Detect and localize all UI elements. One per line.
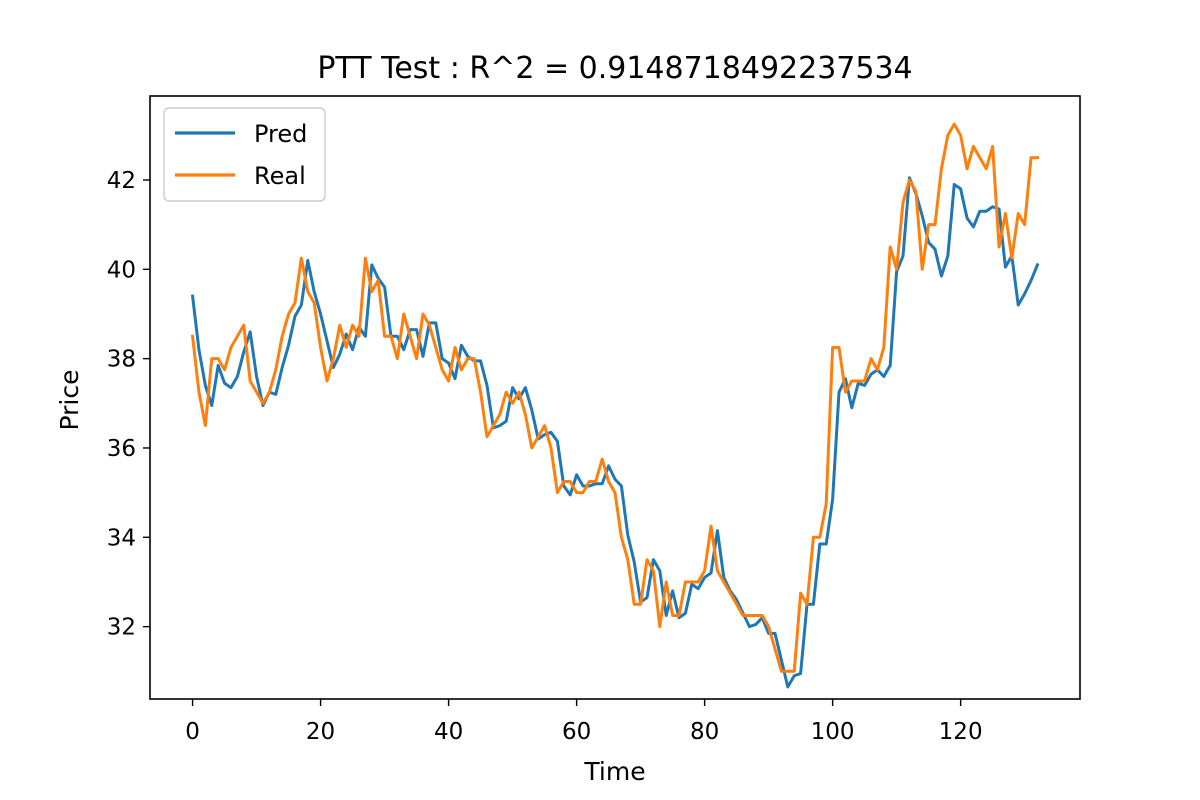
y-tick-label: 40 — [107, 257, 136, 283]
legend-label-real: Real — [254, 162, 306, 190]
y-axis-label: Price — [55, 370, 84, 431]
x-axis-label: Time — [583, 757, 645, 786]
x-tick-label: 60 — [562, 719, 591, 745]
legend-label-pred: Pred — [254, 120, 307, 148]
y-axis: 32 34 36 38 40 42 — [107, 168, 150, 641]
series-line-real — [190, 122, 1039, 673]
axes-frame — [149, 95, 1081, 700]
series-layer — [190, 122, 1040, 689]
y-tick-label: 32 — [107, 615, 136, 641]
y-tick-label: 38 — [107, 347, 136, 373]
x-tick-label: 80 — [690, 719, 719, 745]
legend: Pred Real — [163, 107, 326, 202]
chart-title: PTT Test : R^2 = 0.9148718492237534 — [317, 51, 912, 86]
x-axis: 0 20 40 60 80 100 120 — [185, 699, 983, 745]
x-tick-label: 40 — [434, 719, 463, 745]
y-tick-label: 34 — [107, 525, 136, 551]
x-tick-label: 0 — [185, 719, 200, 745]
legend-box — [163, 107, 326, 202]
x-tick-label: 20 — [306, 719, 335, 745]
x-tick-label: 100 — [811, 719, 855, 745]
series-line-pred — [190, 176, 1040, 689]
y-tick-label: 42 — [107, 168, 136, 194]
y-tick-label: 36 — [107, 436, 136, 462]
plot-area: 0 20 40 60 80 100 120 32 34 36 38 40 42 — [107, 95, 1081, 745]
x-tick-label: 120 — [939, 719, 983, 745]
